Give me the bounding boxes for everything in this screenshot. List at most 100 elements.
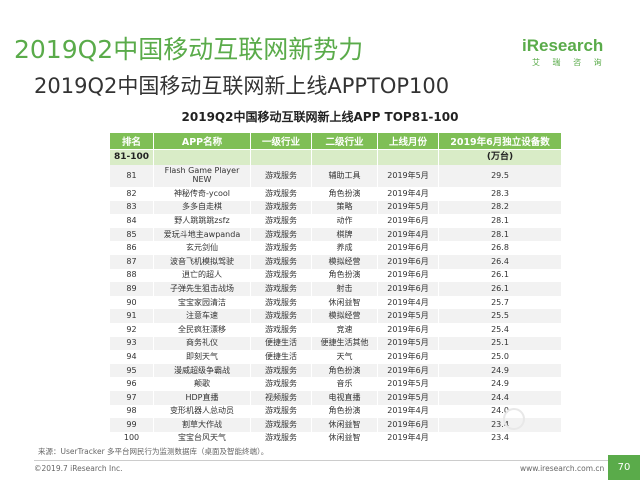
secondary-industry-cell: 棋牌 xyxy=(311,227,378,242)
page-subtitle: 2019Q2中国移动互联网新上线APPTOP100 xyxy=(34,74,450,98)
app-name-cell: 子弹先生狙击战场 xyxy=(153,282,251,296)
table-row: 96 颠歌 游戏服务 音乐 2019年5月 24.9 xyxy=(109,377,562,391)
device-count-cell: 26.1 xyxy=(438,268,562,283)
table-row: 91 注意车速 游戏服务 模拟经营 2019年5月 25.5 xyxy=(109,309,562,323)
launch-month-cell: 2019年4月 xyxy=(377,404,439,419)
primary-industry-cell: 游戏服务 xyxy=(250,431,312,446)
secondary-industry-cell: 休闲益智 xyxy=(311,418,378,432)
launch-month-cell: 2019年6月 xyxy=(377,350,439,364)
app-name-cell: Flash Game Player NEW xyxy=(153,165,251,187)
secondary-industry-cell: 音乐 xyxy=(311,377,378,391)
header-app-name: APP名称 xyxy=(153,132,251,150)
device-count-cell: 24.0 xyxy=(438,404,562,419)
device-count-cell: 25.0 xyxy=(438,350,562,364)
primary-industry-cell: 游戏服务 xyxy=(250,418,312,432)
launch-month-cell: 2019年5月 xyxy=(377,309,439,323)
app-name-cell: HDP直播 xyxy=(153,390,251,405)
app-name-cell: 神秘传奇-ycool xyxy=(153,187,251,201)
rank-cell: 94 xyxy=(109,350,154,364)
rank-cell: 86 xyxy=(109,241,154,255)
page-number: 70 xyxy=(608,455,640,480)
launch-month-cell: 2019年6月 xyxy=(377,322,439,337)
table-row: 84 野人跳跳跳zsfz 游戏服务 动作 2019年6月 28.1 xyxy=(109,214,562,228)
app-name-cell: 变形机器人总动员 xyxy=(153,404,251,419)
device-count-cell: 25.1 xyxy=(438,336,562,351)
secondary-industry-cell: 角色扮演 xyxy=(311,187,378,201)
device-count-cell: 24.9 xyxy=(438,377,562,391)
device-count-cell: 24.4 xyxy=(438,390,562,405)
table-row: 95 漫威超级争霸战 游戏服务 角色扮演 2019年6月 24.9 xyxy=(109,363,562,378)
device-count-cell: 26.1 xyxy=(438,282,562,296)
page-title: 2019Q2中国移动互联网新势力 xyxy=(14,35,364,64)
launch-month-cell: 2019年4月 xyxy=(377,431,439,446)
secondary-industry-cell: 竞速 xyxy=(311,322,378,337)
device-count-cell: 25.5 xyxy=(438,309,562,323)
rank-cell: 92 xyxy=(109,322,154,337)
rank-cell: 81 xyxy=(109,165,154,187)
rank-cell: 82 xyxy=(109,187,154,201)
device-count-cell: 26.4 xyxy=(438,254,562,269)
launch-month-cell: 2019年6月 xyxy=(377,241,439,255)
app-name-cell: 爱玩斗地主awpanda xyxy=(153,227,251,242)
secondary-industry-cell: 便捷生活其他 xyxy=(311,336,378,351)
primary-industry-cell: 游戏服务 xyxy=(250,322,312,337)
header-rank: 排名 xyxy=(109,132,154,150)
table-row: 82 神秘传奇-ycool 游戏服务 角色扮演 2019年4月 28.3 xyxy=(109,187,562,201)
rank-cell: 97 xyxy=(109,390,154,405)
ranking-table: 排名 APP名称 一级行业 二级行业 上线月份 2019年6月独立设备数 81-… xyxy=(109,132,562,446)
launch-month-cell: 2019年6月 xyxy=(377,363,439,378)
secondary-industry-cell: 休闲益智 xyxy=(311,295,378,310)
app-name-cell: 颠歌 xyxy=(153,377,251,391)
table-row: 88 逍亡的超人 游戏服务 角色扮演 2019年6月 26.1 xyxy=(109,268,562,283)
primary-industry-cell: 游戏服务 xyxy=(250,227,312,242)
secondary-industry-cell: 策略 xyxy=(311,200,378,215)
secondary-industry-cell: 动作 xyxy=(311,214,378,228)
secondary-industry-cell: 电视直播 xyxy=(311,390,378,405)
primary-industry-cell: 便捷生活 xyxy=(250,336,312,351)
primary-industry-cell: 游戏服务 xyxy=(250,295,312,310)
primary-industry-cell: 游戏服务 xyxy=(250,241,312,255)
rank-cell: 91 xyxy=(109,309,154,323)
secondary-industry-cell: 养成 xyxy=(311,241,378,255)
launch-month-cell: 2019年6月 xyxy=(377,214,439,228)
header-secondary-industry: 二级行业 xyxy=(311,132,378,150)
device-count-cell: 26.8 xyxy=(438,241,562,255)
primary-industry-cell: 游戏服务 xyxy=(250,254,312,269)
copyright-text: ©2019.7 iResearch Inc. xyxy=(34,464,123,473)
device-count-cell: 23.4 xyxy=(438,418,562,432)
rank-cell: 84 xyxy=(109,214,154,228)
device-count-cell: 28.1 xyxy=(438,214,562,228)
logo-chinese-name: 艾 瑞 咨 询 xyxy=(532,58,607,67)
secondary-industry-cell: 辅助工具 xyxy=(311,165,378,187)
rank-cell: 85 xyxy=(109,227,154,242)
table-row: 94 即刻天气 便捷生活 天气 2019年6月 25.0 xyxy=(109,350,562,364)
app-name-cell: 玄元剑仙 xyxy=(153,241,251,255)
iresearch-logo: iResearch 艾 瑞 咨 询 xyxy=(522,36,632,76)
table-row: 89 子弹先生狙击战场 游戏服务 射击 2019年6月 26.1 xyxy=(109,282,562,296)
header-primary-industry: 一级行业 xyxy=(250,132,312,150)
secondary-industry-cell: 角色扮演 xyxy=(311,268,378,283)
header-launch-month: 上线月份 xyxy=(377,132,439,150)
table-row: 83 多多自走棋 游戏服务 策略 2019年5月 28.2 xyxy=(109,200,562,215)
app-name-cell: 商务礼仪 xyxy=(153,336,251,351)
app-name-cell: 割草大作战 xyxy=(153,418,251,432)
app-name-cell: 注意车速 xyxy=(153,309,251,323)
secondary-industry-cell: 角色扮演 xyxy=(311,404,378,419)
rank-cell: 90 xyxy=(109,295,154,310)
rank-cell: 95 xyxy=(109,363,154,378)
launch-month-cell: 2019年4月 xyxy=(377,187,439,201)
table-row: 97 HDP直播 视频服务 电视直播 2019年5月 24.4 xyxy=(109,390,562,405)
rank-cell: 93 xyxy=(109,336,154,351)
range-row: 81-100 (万台) xyxy=(109,149,562,165)
rank-cell: 87 xyxy=(109,254,154,269)
launch-month-cell: 2019年6月 xyxy=(377,418,439,432)
launch-month-cell: 2019年5月 xyxy=(377,390,439,405)
device-count-cell: 29.5 xyxy=(438,165,562,187)
primary-industry-cell: 游戏服务 xyxy=(250,309,312,323)
table-header-row: 排名 APP名称 一级行业 二级行业 上线月份 2019年6月独立设备数 xyxy=(109,132,562,150)
range-label: 81-100 xyxy=(109,149,154,165)
rank-cell: 99 xyxy=(109,418,154,432)
launch-month-cell: 2019年4月 xyxy=(377,295,439,310)
primary-industry-cell: 游戏服务 xyxy=(250,404,312,419)
secondary-industry-cell: 模拟经营 xyxy=(311,254,378,269)
